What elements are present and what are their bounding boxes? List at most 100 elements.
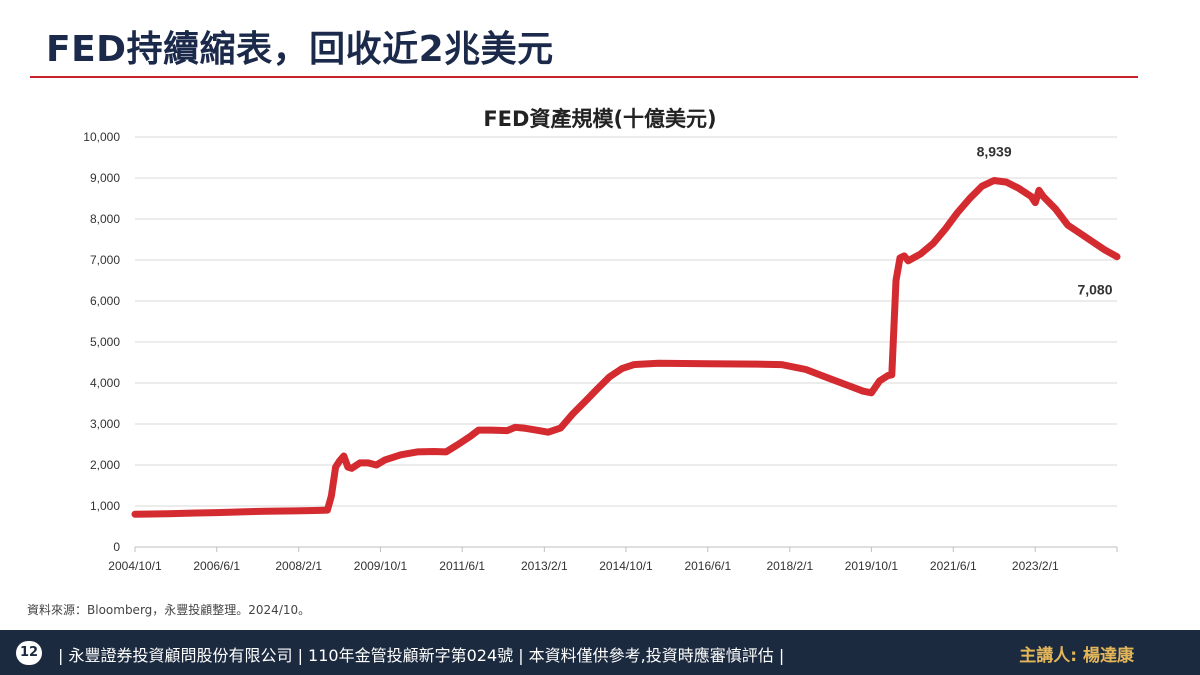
data-point <box>1018 187 1020 189</box>
data-point <box>367 462 369 464</box>
data-point <box>781 364 782 366</box>
data-point <box>547 431 549 433</box>
data-point <box>920 253 922 255</box>
page-number-badge: 12 <box>16 641 42 665</box>
data-point <box>469 435 471 437</box>
data-point <box>1042 195 1044 197</box>
data-point <box>265 510 267 512</box>
data-point <box>433 451 435 452</box>
data-point <box>314 510 316 511</box>
data-point <box>805 369 807 370</box>
data-point <box>1104 249 1106 251</box>
data-point <box>294 510 296 512</box>
data-point <box>351 467 353 469</box>
data-point <box>195 512 197 514</box>
data-point <box>445 451 447 453</box>
speaker-name: 主講人: 楊達康 <box>1019 646 1134 666</box>
data-point <box>1067 224 1069 226</box>
data-point <box>907 260 909 262</box>
data-point <box>326 509 328 511</box>
data-point <box>891 374 893 376</box>
data-point <box>1030 195 1032 197</box>
fed-balance-sheet-chart: 0 1,000 2,000 3,000 4,000 5,000 6,000 7,000 8,00… <box>83 130 1121 573</box>
data-point <box>572 413 574 415</box>
data-label: 8,939 <box>977 144 1012 160</box>
data-point <box>596 388 598 390</box>
data-point <box>756 363 758 365</box>
x-tick-label: 2016/6/1 <box>684 559 731 573</box>
title-divider <box>30 76 1138 78</box>
data-point <box>1054 208 1056 210</box>
data-point <box>969 198 971 199</box>
chart-title: FED資產規模(十億美元) <box>483 107 717 131</box>
y-tick-label: 1,000 <box>90 499 120 513</box>
data-point <box>879 380 881 382</box>
y-tick-label: 7,000 <box>90 253 120 267</box>
data-point <box>993 180 995 181</box>
data-point <box>457 444 459 445</box>
data-point <box>981 185 983 187</box>
data-point <box>830 378 831 380</box>
x-tick-label: 2021/6/1 <box>930 559 977 573</box>
data-point <box>609 376 610 378</box>
data-point <box>134 513 136 515</box>
data-point <box>359 462 361 464</box>
data-point <box>375 464 377 466</box>
data-point <box>245 511 246 513</box>
data-point <box>216 512 218 514</box>
data-point <box>1116 256 1118 258</box>
footer-bar: 12 | 永豐證券投資顧問股份有限公司 | 110年金管投顧新字第024號 | … <box>0 630 1200 675</box>
data-point <box>1034 202 1036 204</box>
y-tick-label: 10,000 <box>83 130 120 144</box>
x-tick-label: 2014/10/1 <box>599 559 653 573</box>
x-tick-label: 2013/2/1 <box>521 559 568 573</box>
data-point <box>895 280 897 281</box>
page-title: FED持續縮表，回收近2兆美元 <box>46 29 554 70</box>
data-point <box>846 384 848 386</box>
data-point <box>621 368 623 370</box>
data-point <box>330 495 332 497</box>
data-point <box>478 429 480 431</box>
y-tick-label: 9,000 <box>90 171 120 185</box>
data-point <box>384 459 386 461</box>
data-point <box>400 454 402 456</box>
x-tick-label: 2009/10/1 <box>354 559 408 573</box>
data-point <box>584 401 586 402</box>
data-point <box>506 430 508 432</box>
data-point <box>633 364 635 366</box>
data-point <box>167 513 169 515</box>
x-tick-label: 2023/2/1 <box>1012 559 1059 573</box>
data-point <box>862 390 864 392</box>
data-point <box>347 466 349 468</box>
y-tick-label: 0 <box>113 540 120 554</box>
data-point <box>339 460 341 462</box>
data-point <box>1005 181 1007 183</box>
x-tick-label: 2008/2/1 <box>275 559 322 573</box>
data-point <box>523 427 525 429</box>
data-point <box>707 363 709 365</box>
data-point <box>416 451 418 453</box>
data-point <box>887 375 889 377</box>
x-tick-label: 2011/6/1 <box>439 559 485 573</box>
data-point <box>1079 232 1081 234</box>
data-point <box>944 228 946 230</box>
data-point <box>514 426 516 428</box>
footer-disclaimer: | 永豐證券投資顧問股份有限公司 | 110年金管投顧新字第024號 | 本資料… <box>58 646 785 665</box>
data-label: 7,080 <box>1077 282 1112 298</box>
data-point <box>956 212 958 214</box>
data-point <box>560 427 561 429</box>
x-tick-label: 2018/2/1 <box>766 559 813 573</box>
data-point <box>490 429 492 431</box>
y-tick-label: 3,000 <box>90 417 120 431</box>
y-tick-label: 4,000 <box>90 376 120 390</box>
data-point <box>932 243 934 245</box>
y-tick-label: 2,000 <box>90 458 120 472</box>
data-point <box>1038 189 1040 191</box>
x-tick-label: 2006/6/1 <box>193 559 240 573</box>
y-tick-label: 5,000 <box>90 335 120 349</box>
y-tick-label: 6,000 <box>90 294 120 308</box>
data-point <box>335 466 337 468</box>
data-point <box>658 362 660 364</box>
data-point <box>903 255 905 257</box>
data-point <box>1091 241 1093 243</box>
